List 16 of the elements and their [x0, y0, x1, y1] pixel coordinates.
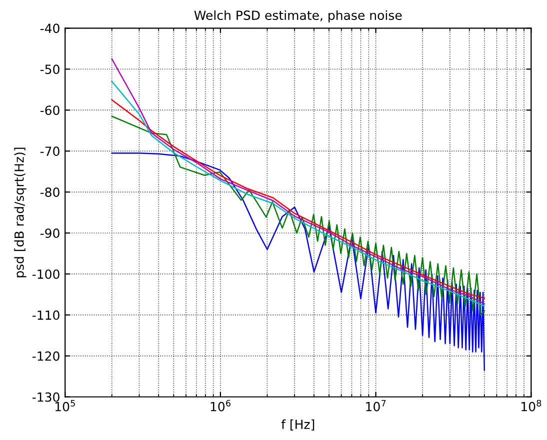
y-tick-label: -80	[40, 188, 60, 197]
x-tick-label: 10$^{8}$	[522, 400, 542, 412]
y-axis-title: psd [dB rad/sqrt(Hz)]	[14, 148, 26, 278]
y-tick-label: -50	[40, 64, 60, 74]
y-tick-label: -120	[32, 351, 60, 361]
x-axis-title: f [Hz]	[281, 419, 314, 431]
y-tick-label: -100	[32, 269, 60, 279]
x-tick-label: 10$^{6}$	[210, 400, 230, 412]
y-tick-label: -70	[40, 146, 60, 156]
y-tick-label: -60	[40, 106, 60, 116]
y-tick-label: -90	[40, 228, 60, 238]
y-tick-label: -110	[32, 310, 60, 320]
chart-title: Welch PSD estimate, phase noise	[194, 10, 402, 22]
y-tick-label: -40	[40, 24, 60, 34]
y-tick-label: -130	[32, 392, 60, 402]
x-tick-label: 10$^{7}$	[366, 400, 386, 412]
